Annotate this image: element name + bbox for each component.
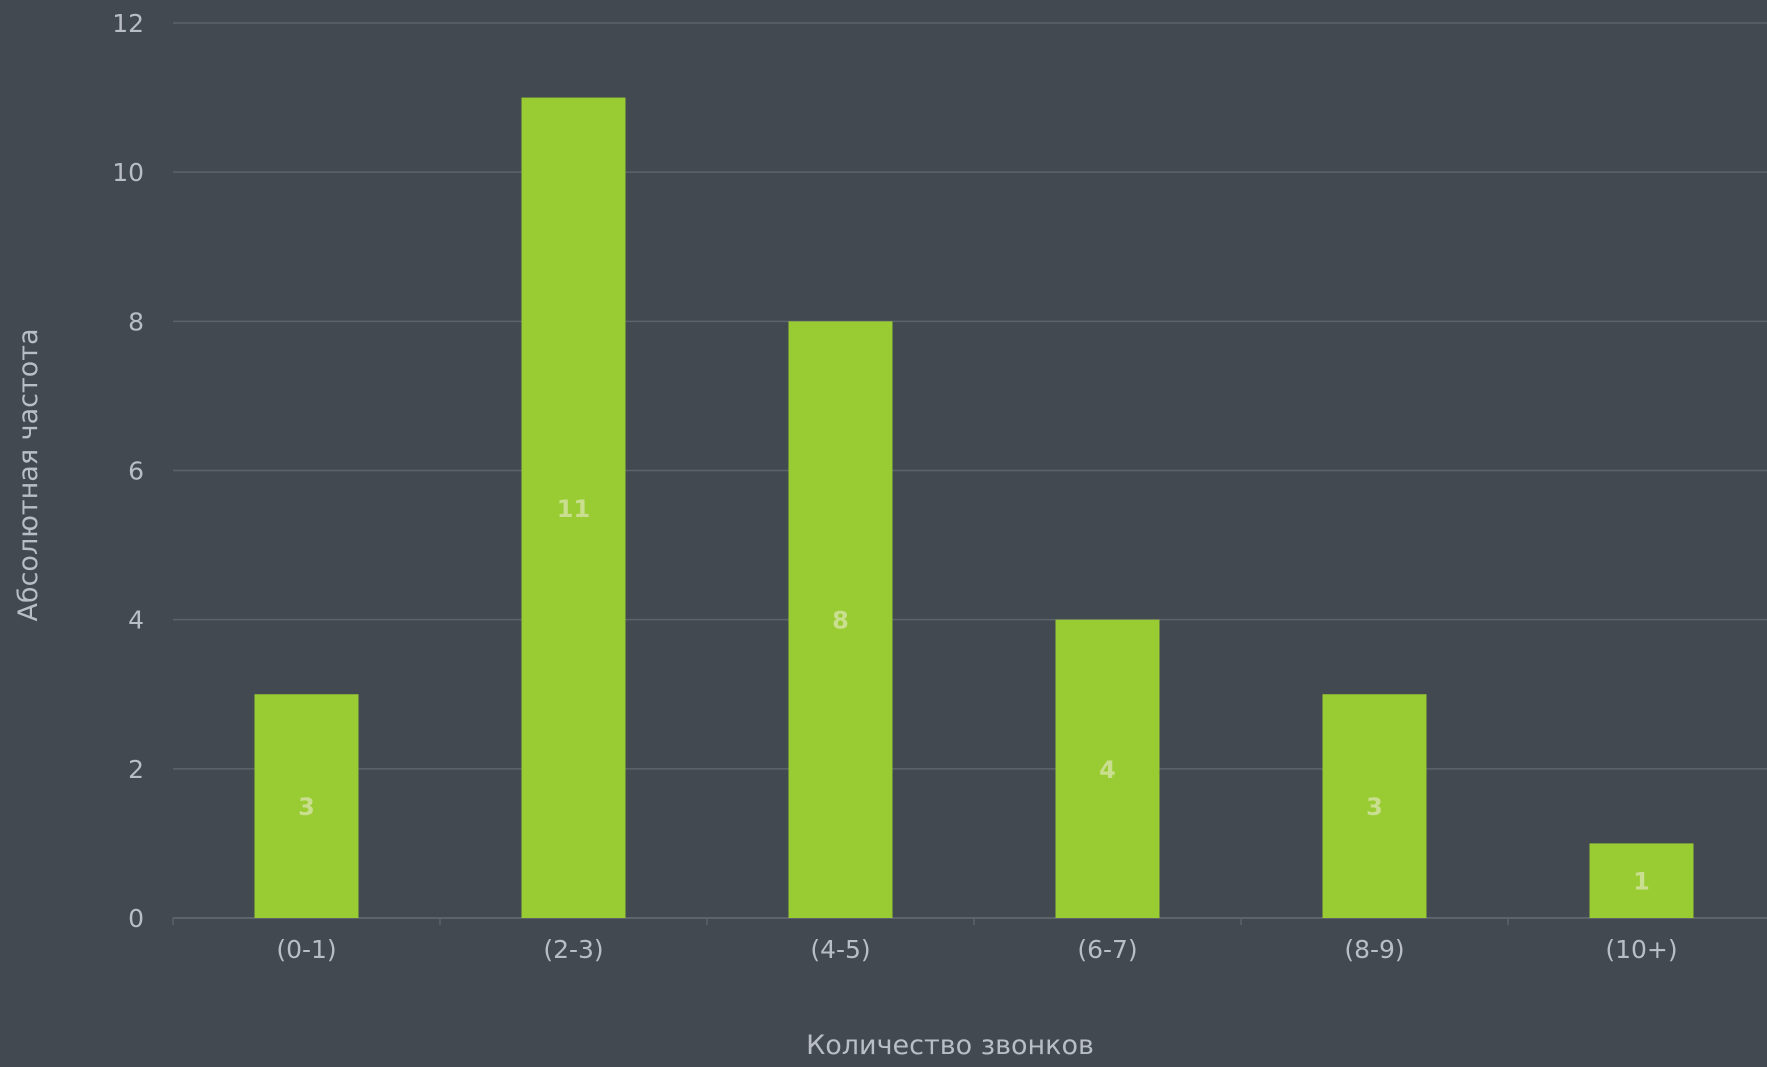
bar-data-labels: 3 11 8 4 3 1: [298, 495, 1650, 896]
bar: [788, 321, 893, 918]
y-tick-label: 2: [128, 755, 144, 784]
bar: [521, 97, 626, 919]
y-tick-label: 8: [128, 307, 144, 336]
x-axis: [172, 918, 1509, 925]
bar-data-label: 1: [1633, 868, 1650, 896]
gridlines: [173, 22, 1767, 919]
y-axis-title: Абсолютная частота: [13, 328, 44, 621]
bar-data-label: 11: [557, 495, 590, 523]
x-tick-label: (0-1): [276, 935, 336, 964]
x-tick-label: (6-7): [1077, 935, 1137, 964]
bar-data-label: 3: [298, 793, 315, 821]
x-axis-tick-labels: (0-1) (2-3) (4-5) (6-7) (8-9) (10+): [276, 935, 1677, 964]
y-tick-label: 12: [112, 9, 144, 38]
bar: [254, 694, 359, 918]
y-tick-label: 6: [128, 457, 144, 486]
bar-data-label: 3: [1366, 793, 1383, 821]
y-tick-label: 10: [112, 158, 144, 187]
bars: [254, 97, 1694, 919]
x-tick-label: (10+): [1605, 935, 1677, 964]
bar: [1055, 619, 1160, 918]
y-axis-tick-labels: 0 2 4 6 8 10 12: [112, 9, 144, 933]
bar-data-label: 8: [832, 607, 849, 635]
y-tick-label: 4: [128, 606, 144, 635]
bar: [1322, 694, 1427, 918]
x-tick-label: (8-9): [1344, 935, 1404, 964]
bar-data-label: 4: [1099, 756, 1116, 784]
x-axis-title: Количество звонков: [806, 1030, 1094, 1061]
x-tick-label: (2-3): [543, 935, 603, 964]
bar: [1589, 843, 1694, 918]
x-tick-label: (4-5): [810, 935, 870, 964]
y-tick-label: 0: [128, 904, 144, 933]
